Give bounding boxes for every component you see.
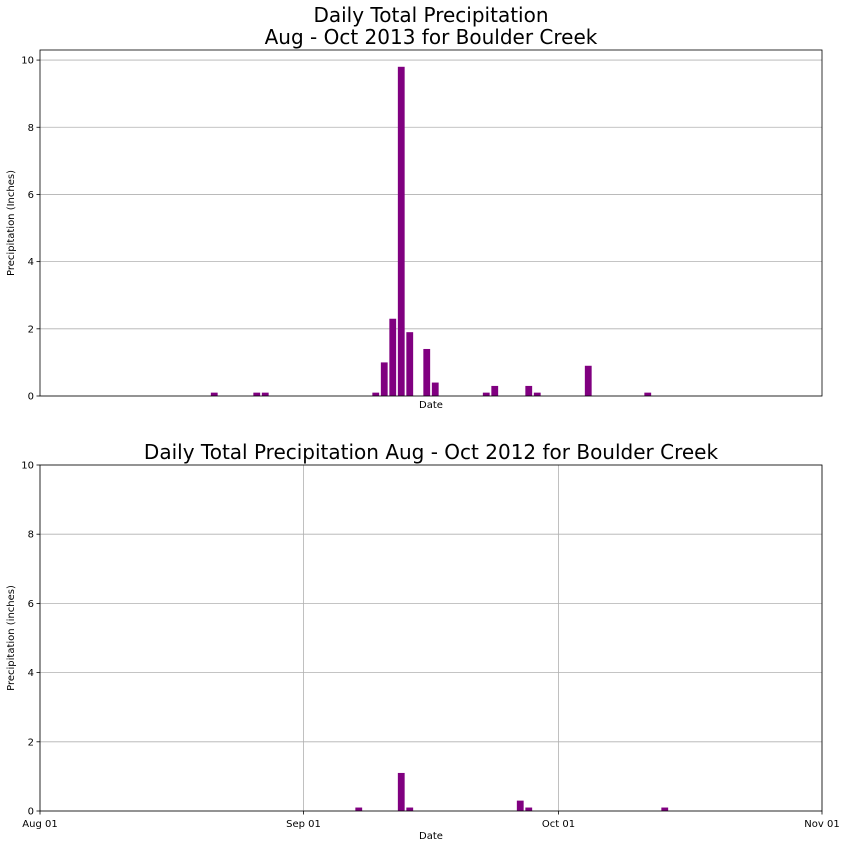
chart-title-line: Aug - Oct 2013 for Boulder Creek xyxy=(265,25,598,49)
bar-2012-09-12 xyxy=(397,772,405,811)
bar-2012-09-13 xyxy=(406,807,414,811)
bar-2013-09-13 xyxy=(406,332,414,396)
bar-2012-09-07 xyxy=(355,807,363,811)
chart-2012: Daily Total Precipitation Aug - Oct 2012… xyxy=(6,440,840,842)
y-tick-label: 8 xyxy=(28,123,34,134)
y-tick-label: 6 xyxy=(28,190,34,201)
y-tick-label: 8 xyxy=(28,530,34,541)
y-axis-label: Precipitation (Inches) xyxy=(6,170,17,276)
bar-2013-09-09 xyxy=(372,392,380,396)
y-tick-label: 6 xyxy=(28,599,34,610)
bar-2013-09-15 xyxy=(423,348,431,396)
bar-2012-09-26 xyxy=(516,800,524,811)
y-tick-label: 0 xyxy=(28,807,34,818)
bar-2013-10-04 xyxy=(584,365,592,396)
plot-frame xyxy=(39,464,823,812)
y-tick-label: 10 xyxy=(21,56,34,67)
y-tick-label: 2 xyxy=(28,737,34,748)
x-axis-label: Date xyxy=(419,400,443,411)
chart-title-line: Daily Total Precipitation Aug - Oct 2012… xyxy=(144,440,719,464)
y-tick-label: 0 xyxy=(28,392,34,403)
bar-2013-08-26 xyxy=(253,392,261,396)
bar-2013-09-12 xyxy=(397,66,405,397)
bar-2013-09-27 xyxy=(525,385,533,396)
y-tick-label: 4 xyxy=(28,257,34,268)
bar-2013-08-27 xyxy=(261,392,269,396)
bar-2013-09-16 xyxy=(431,382,439,396)
y-tick-label: 2 xyxy=(28,324,34,335)
bar-2013-09-10 xyxy=(380,362,388,396)
bar-2012-10-13 xyxy=(661,807,669,811)
bar-2013-09-22 xyxy=(482,392,490,396)
bar-2013-09-11 xyxy=(389,318,397,396)
y-tick-label: 4 xyxy=(28,668,34,679)
bar-2012-09-27 xyxy=(525,807,533,811)
x-tick-label: Nov 01 xyxy=(804,819,839,830)
bar-2013-08-21 xyxy=(210,392,218,396)
bar-2013-10-11 xyxy=(644,392,652,396)
plot-frame xyxy=(39,49,823,397)
x-tick-label: Sep 01 xyxy=(286,819,321,830)
x-tick-label: Oct 01 xyxy=(542,819,575,830)
bar-2013-09-23 xyxy=(491,385,499,396)
y-axis-label: Precipitation (inches) xyxy=(6,585,17,691)
x-axis-label: Date xyxy=(419,831,443,842)
x-tick-label: Aug 01 xyxy=(22,819,57,830)
chart-title-line: Daily Total Precipitation xyxy=(313,3,548,27)
y-tick-label: 10 xyxy=(21,461,34,472)
bar-2013-09-28 xyxy=(533,392,541,396)
